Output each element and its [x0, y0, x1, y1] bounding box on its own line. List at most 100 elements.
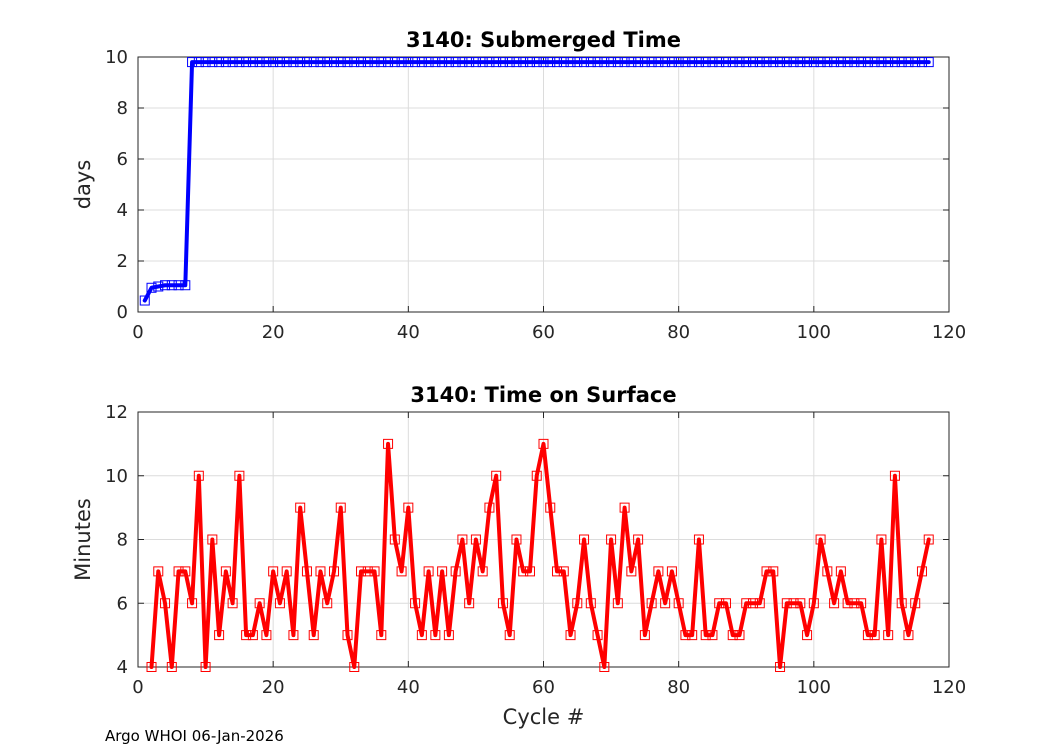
data-point-marker	[693, 534, 704, 545]
data-point-marker	[261, 630, 272, 641]
data-point-marker	[795, 598, 806, 609]
data-point-marker	[369, 57, 380, 68]
x-tick-label: 40	[397, 322, 420, 343]
data-point-marker	[795, 57, 806, 68]
data-point-marker	[815, 534, 826, 545]
data-point-marker	[443, 630, 454, 641]
data-point-marker	[464, 598, 475, 609]
data-point-marker	[592, 630, 603, 641]
data-point-marker	[342, 57, 353, 68]
data-point-marker	[227, 57, 238, 68]
data-point-marker	[639, 630, 650, 641]
data-point-marker	[734, 57, 745, 68]
data-point-marker	[558, 566, 569, 577]
data-point-marker	[889, 57, 900, 68]
data-point-marker	[687, 57, 698, 68]
data-point-marker	[916, 57, 927, 68]
data-point-marker	[484, 502, 495, 513]
data-point-marker	[193, 57, 204, 68]
data-point-marker	[187, 598, 198, 609]
data-point-marker	[835, 566, 846, 577]
data-point-marker	[660, 598, 671, 609]
data-point-marker	[646, 598, 657, 609]
data-point-marker	[761, 57, 772, 68]
data-point-marker	[470, 534, 481, 545]
data-point-marker	[308, 630, 319, 641]
y-tick-label: 10	[105, 466, 128, 487]
y-tick-label: 4	[117, 657, 128, 678]
data-point-marker	[916, 566, 927, 577]
data-point-marker	[903, 630, 914, 641]
data-point-marker	[207, 57, 218, 68]
data-point-marker	[443, 57, 454, 68]
data-point-marker	[876, 57, 887, 68]
data-point-marker	[247, 57, 258, 68]
data-point-marker	[322, 57, 333, 68]
data-point-marker	[606, 57, 617, 68]
data-point-marker	[193, 470, 204, 481]
data-point-marker	[653, 57, 664, 68]
x-tick-label: 80	[667, 677, 690, 698]
data-point-marker	[295, 57, 306, 68]
data-point-marker	[687, 630, 698, 641]
data-point-marker	[396, 566, 407, 577]
data-point-marker	[511, 57, 522, 68]
data-point-marker	[477, 566, 488, 577]
data-point-marker	[633, 534, 644, 545]
data-point-marker	[693, 57, 704, 68]
x-axis-label: Cycle #	[503, 705, 585, 729]
data-point-marker	[389, 57, 400, 68]
data-point-marker	[288, 57, 299, 68]
data-point-marker	[301, 566, 312, 577]
data-point-marker	[281, 566, 292, 577]
data-point-marker	[612, 57, 623, 68]
data-point-marker	[734, 630, 745, 641]
data-point-marker	[700, 57, 711, 68]
data-point-marker	[761, 566, 772, 577]
data-point-marker	[660, 57, 671, 68]
data-point-marker	[362, 57, 373, 68]
data-point-marker	[146, 662, 157, 672]
data-point-marker	[342, 630, 353, 641]
data-point-marker	[923, 57, 934, 68]
data-point-marker	[214, 57, 225, 68]
data-point-marker	[707, 57, 718, 68]
data-point-marker	[666, 566, 677, 577]
data-point-marker	[356, 566, 367, 577]
data-point-marker	[295, 502, 306, 513]
data-point-marker	[301, 57, 312, 68]
data-point-marker	[889, 470, 900, 481]
data-point-marker	[633, 57, 644, 68]
data-point-marker	[775, 662, 786, 672]
data-point-marker	[720, 57, 731, 68]
data-point-marker	[268, 57, 279, 68]
y-tick-label: 8	[117, 530, 128, 551]
data-point-marker	[403, 57, 414, 68]
data-point-marker	[639, 57, 650, 68]
footer-credit: Argo WHOI 06-Jan-2026	[105, 727, 284, 745]
data-point-marker	[903, 57, 914, 68]
data-point-marker	[261, 57, 272, 68]
data-point-marker	[524, 57, 535, 68]
data-point-marker	[504, 57, 515, 68]
data-point-marker	[220, 566, 231, 577]
chart-title: 3140: Time on Surface	[410, 383, 676, 407]
data-point-marker	[781, 598, 792, 609]
data-point-marker	[856, 57, 867, 68]
x-tick-label: 20	[262, 322, 285, 343]
data-point-marker	[166, 280, 177, 291]
data-point-marker	[524, 566, 535, 577]
data-point-marker	[802, 57, 813, 68]
data-point-marker	[538, 438, 549, 449]
data-point-marker	[383, 57, 394, 68]
data-point-marker	[430, 57, 441, 68]
data-point-marker	[200, 662, 211, 672]
data-point-marker	[234, 57, 245, 68]
data-point-marker	[308, 57, 319, 68]
x-tick-label: 60	[532, 677, 555, 698]
data-point-marker	[315, 57, 326, 68]
data-point-marker	[558, 57, 569, 68]
data-point-marker	[849, 598, 860, 609]
data-point-marker	[579, 534, 590, 545]
